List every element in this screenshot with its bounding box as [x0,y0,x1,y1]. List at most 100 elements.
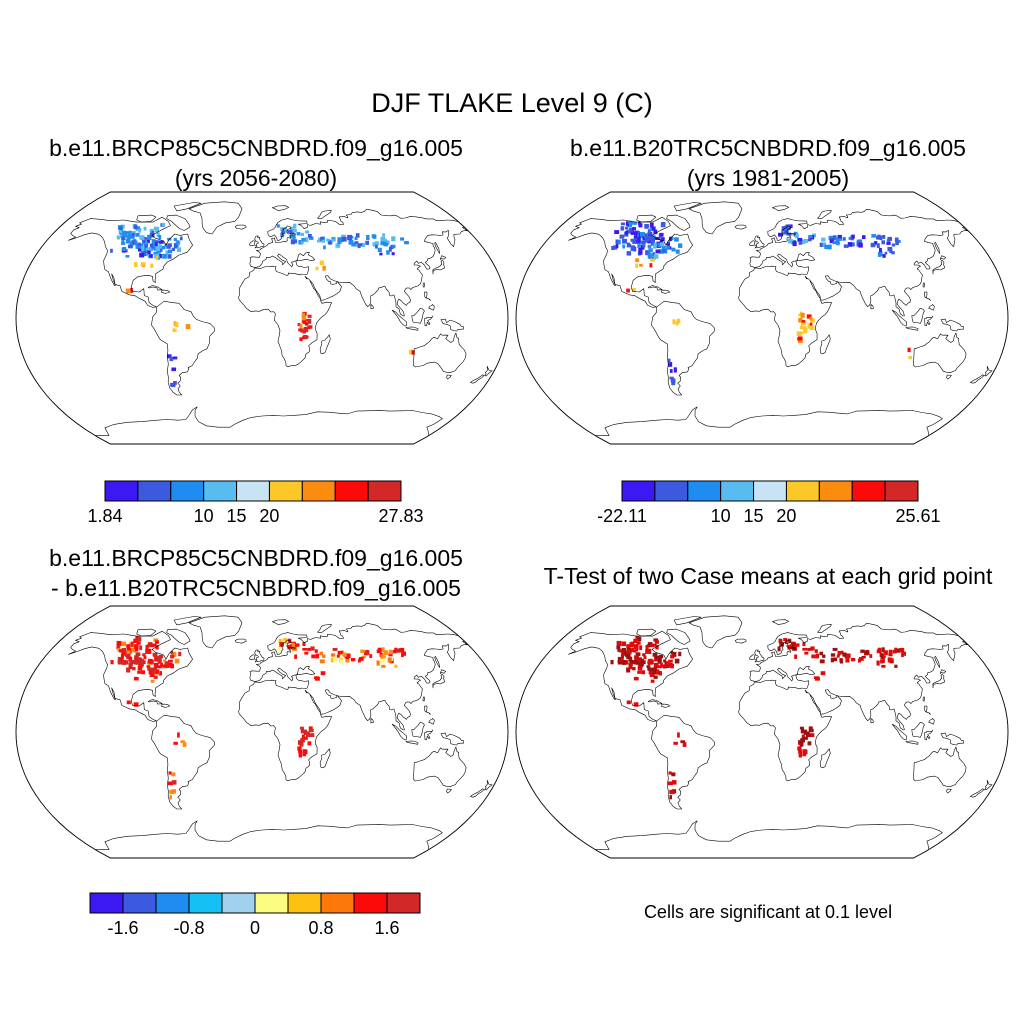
colorbar-case2-tick-label: 15 [743,506,764,526]
map-case2-cell [833,235,837,240]
map-ttest-cell [626,700,631,705]
colorbar-case1-tick-label: 10 [193,506,214,526]
map-diff-cell [308,728,314,733]
map-diff-cell [177,732,180,738]
map-ttest-cell [791,642,795,646]
colorbar-case2-swatch [654,480,689,502]
map-ttest-coastline [970,788,985,798]
map-ttest-cell [616,640,622,646]
map-diff-cell [340,650,344,655]
map-case1-cell [298,240,303,245]
map-case2-cell [884,251,888,255]
map-case1-cell [281,231,286,235]
map-ttest-cell [628,664,633,670]
map-case2-coastline [940,318,964,332]
map-diff-cell [301,734,305,739]
map-case2-coastline [636,214,657,223]
map-case1-coastline [440,318,464,332]
map-ttest-cell [633,702,639,707]
colorbar-diff-tick-label: -0.8 [173,918,205,938]
map-case2-cell [798,317,803,323]
map-ttest-cell [654,640,659,644]
map-case1-cell [116,235,120,240]
map-case2-cell [842,237,846,241]
map-ttest-cell [877,647,882,653]
map-case1-cell [126,290,131,294]
map-ttest-cell [899,647,905,653]
map-diff-cell [401,651,406,656]
map-case1-cell [133,262,138,268]
map-case2-cell [653,229,658,235]
map-case2-cell [642,244,646,248]
map-case1-cell [326,238,330,242]
map-case1-cell [162,253,167,259]
map-case1-cell [132,240,136,245]
map-ttest-cell [794,654,797,659]
colorbar-diff-swatch [254,892,289,914]
map-case2-cell [666,242,670,246]
map-case1-cell [137,242,141,246]
map-case1-cell [135,232,140,237]
map-diff-cell [388,649,393,655]
colorbar-case2-swatch [720,480,755,502]
map-ttest-cell [645,649,650,654]
map-ttest-cell [798,752,803,758]
map-case1-cell [315,266,319,271]
colorbar-case2-tick-label: 20 [776,506,797,526]
map-case1-cell [392,244,396,249]
map-diff-coastline [440,732,464,746]
map-diff-cell [163,659,167,663]
map-diff-cell [149,671,155,677]
map-ttest-cell [799,726,804,730]
map-case1-coastline [147,285,163,291]
map-diff-cells [110,636,406,800]
map-case2-coastline [666,214,691,231]
map-diff-cell [140,663,144,666]
map-diff-cell [158,658,162,663]
map-case2-coastline [734,224,747,230]
map-diff-cell [154,657,158,662]
map-ttest-cell [634,647,638,652]
map-diff-cell [133,638,137,643]
map-diff-cell [120,657,124,663]
map-case1-cell [151,239,156,243]
map-ttest-cell [669,789,675,795]
map-panel-ttest [515,605,1009,859]
map-diff-coastline [254,649,265,663]
map-case1-cell [383,238,387,242]
map-case2-cell [879,247,882,253]
map-ttest-cell [620,657,624,663]
map-case1-cell [296,232,301,236]
map-case2-cell [870,243,875,248]
map-case2-cell [648,235,653,240]
map-diff-cell [117,656,121,661]
map-diff-coastline [405,740,419,745]
map-case2-cell [649,228,653,231]
map-case1-coastline [249,240,256,247]
map-diff-coastline [234,638,247,644]
map-ttest-cell [789,644,793,650]
map-case1-coastline [411,308,425,324]
map-ttest-cell [648,670,652,675]
map-diff-cell [302,729,307,733]
map-case2-cell [656,242,659,247]
map-ttest-cell [617,648,621,652]
map-ttest-cell [840,659,844,664]
map-diff-cell [298,752,303,758]
map-diff-cell [306,731,310,737]
map-diff-cell [383,650,388,656]
map-diff-cell [137,665,143,671]
map-case1-cell [308,325,313,329]
map-ttest-cell [636,641,641,645]
colorbar-case2-tick-label: 10 [710,506,731,526]
map-case2-cell [637,243,641,248]
map-ttest-cell [869,654,873,658]
map-case2-cell [671,382,676,386]
map-case1-cell [148,254,152,258]
map-ttest-cell [628,656,633,662]
map-case1-cell [303,335,309,339]
map-case2-cell [655,236,661,240]
map-ttest-cell [806,731,810,737]
map-diff-cell [299,741,304,747]
map-diff-cell [301,737,305,743]
